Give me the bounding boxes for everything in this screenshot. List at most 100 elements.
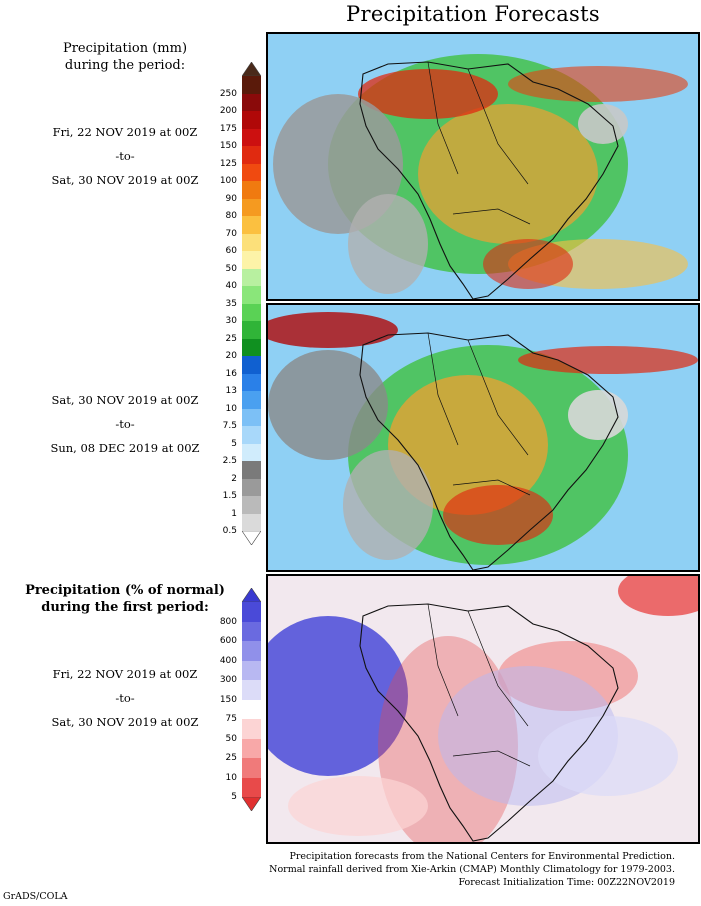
colorbar-cell: [242, 777, 261, 797]
colorbar-cell: [242, 93, 261, 111]
map-anomaly: [266, 574, 700, 844]
colorbar-label: 35: [225, 298, 237, 309]
colorbar-cell: [242, 321, 261, 339]
colorbar-cell: [242, 286, 261, 304]
colorbar-label: 16: [225, 368, 237, 379]
anomaly-dates: Fri, 22 NOV 2019 at 00Z -to- Sat, 30 NOV…: [0, 662, 250, 734]
colorbar-cell: [242, 496, 261, 514]
colorbar-label: 25: [225, 753, 237, 763]
period1-header-line2: during the period:: [64, 58, 186, 73]
colorbar-label: 250: [219, 88, 237, 99]
colorbar-cell: [242, 163, 261, 181]
colorbar-label: 800: [219, 616, 237, 627]
colorbar-cell: [242, 111, 261, 129]
colorbar-label: 50: [225, 263, 237, 274]
colorbar-cell: [242, 621, 261, 641]
colorbar-cell: [242, 738, 261, 758]
colorbar-label: 30: [225, 316, 237, 326]
map-image: [268, 576, 698, 842]
colorbar-cell: [242, 76, 261, 94]
colorbar-cell: [242, 461, 261, 479]
colorbar-label: 50: [225, 733, 237, 744]
colorbar-label: 90: [225, 193, 237, 204]
period2-sep: -to-: [115, 417, 135, 431]
colorbar-label: 5: [231, 438, 237, 449]
colorbar-cell: [242, 408, 261, 426]
period2-dates: Sat, 30 NOV 2019 at 00Z -to- Sun, 08 DEC…: [0, 388, 250, 460]
colorbar-label: 1: [231, 508, 237, 519]
colorbar-label: 600: [219, 636, 237, 646]
colorbar-label: 150: [219, 694, 237, 705]
colorbar-top-arrow: [242, 588, 261, 602]
colorbar-label: 125: [219, 158, 237, 169]
colorbar-label: 13: [225, 386, 237, 396]
colorbar-cell: [242, 128, 261, 146]
colorbar-label: 20: [225, 351, 237, 361]
colorbar-cell: [242, 373, 261, 391]
period1-sep: -to-: [115, 149, 135, 163]
colorbar-label: 2.5: [222, 456, 237, 466]
footer-notes: Precipitation forecasts from the Nationa…: [269, 850, 675, 889]
colorbar-cell: [242, 338, 261, 356]
colorbar-cell: [242, 443, 261, 461]
period2-from: Sat, 30 NOV 2019 at 00Z: [51, 393, 199, 407]
footer-line-2: Normal rainfall derived from Xie-Arkin (…: [269, 864, 675, 875]
footer-line-3: Forecast Initialization Time: 00Z22NOV20…: [458, 877, 675, 888]
map-period2: [266, 303, 700, 572]
colorbar-cell: [242, 641, 261, 661]
colorbar-cell: [242, 602, 261, 622]
colorbar-top-arrow: [242, 62, 261, 76]
colorbar-label: 1.5: [222, 491, 237, 501]
colorbar-cell: [242, 233, 261, 251]
colorbar-cell: [242, 391, 261, 409]
percent-colorbar: 800 600 400 300 150 75 50 25 10 5: [220, 588, 261, 834]
colorbar-bottom-arrow: [242, 797, 261, 811]
page-title: Precipitation Forecasts: [346, 2, 600, 26]
colorbar-cell: [242, 426, 261, 444]
colorbar-label: 200: [219, 106, 237, 116]
colorbar-bottom-arrow: [242, 531, 261, 545]
colorbar-cell: [242, 758, 261, 778]
colorbar-label: 25: [225, 333, 237, 344]
colorbar-cell: [242, 699, 261, 719]
colorbar-label: 0.5: [222, 526, 237, 536]
anomaly-to: Sat, 30 NOV 2019 at 00Z: [51, 715, 199, 729]
anomaly-header: Precipitation (% of normal) during the f…: [0, 582, 250, 616]
colorbar-label: 70: [225, 228, 237, 239]
anomaly-from: Fri, 22 NOV 2019 at 00Z: [52, 667, 198, 681]
colorbar-label: 60: [225, 246, 237, 256]
map-period1: [266, 32, 700, 301]
period1-dates: Fri, 22 NOV 2019 at 00Z -to- Sat, 30 NOV…: [0, 120, 250, 192]
colorbar-label: 40: [225, 281, 237, 291]
colorbar-cell: [242, 198, 261, 216]
colorbar-label: 2: [231, 473, 237, 484]
period1-header-line1: Precipitation (mm): [62, 41, 188, 56]
mm-colorbar: 250 200 175 150 125 100 90 80 70 60 50 40 35 30 25 20 16…: [220, 62, 261, 545]
colorbar-cell: [242, 251, 261, 269]
colorbar-label: 75: [225, 714, 237, 724]
colorbar-cell: [242, 181, 261, 199]
colorbar-label: 400: [219, 655, 237, 666]
colorbar-cell: [242, 660, 261, 680]
colorbar-label: 175: [219, 123, 237, 134]
period1-header: Precipitation (mm) during the period:: [0, 40, 250, 74]
colorbar-cell: [242, 478, 261, 496]
colorbar-cell: [242, 513, 261, 531]
map-image: [268, 34, 698, 299]
colorbar-label: 150: [219, 141, 237, 151]
colorbar-cell: [242, 719, 261, 739]
colorbar-cell: [242, 268, 261, 286]
colorbar-label: 100: [219, 176, 237, 186]
footer-line-1: Precipitation forecasts from the Nationa…: [289, 851, 676, 862]
colorbar-label: 5: [231, 792, 237, 802]
period2-to: Sun, 08 DEC 2019 at 00Z: [50, 441, 200, 455]
colorbar-label: 10: [225, 772, 237, 783]
anomaly-header-line1: Precipitation (% of normal): [25, 583, 225, 598]
period1-from: Fri, 22 NOV 2019 at 00Z: [52, 125, 198, 139]
map-image: [268, 305, 698, 570]
period1-to: Sat, 30 NOV 2019 at 00Z: [51, 173, 199, 187]
colorbar-cell: [242, 680, 261, 700]
anomaly-header-line2: during the first period:: [41, 600, 209, 615]
colorbar-label: 300: [219, 675, 237, 685]
credit-label: GrADS/COLA: [3, 891, 68, 902]
